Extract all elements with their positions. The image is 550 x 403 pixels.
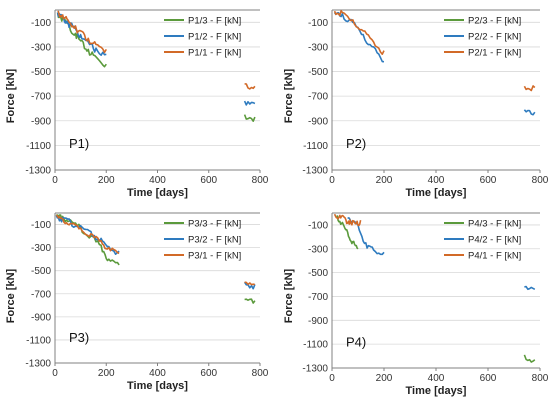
x-tick-label: 800 (252, 368, 269, 379)
legend-entry: P3/1 - F [kN] (188, 251, 241, 262)
series-line-2 (55, 215, 120, 255)
y-tick-label: -500 (31, 266, 51, 277)
panel-label: P3) (69, 330, 89, 345)
x-tick-label: 600 (200, 368, 217, 379)
x-tick-label: 400 (149, 175, 166, 186)
x-tick-label: 800 (252, 175, 269, 186)
series-line-3 (333, 10, 385, 55)
series-line-3 (333, 213, 362, 227)
legend-entry: P3/2 - F [kN] (188, 235, 241, 246)
x-tick-label: 600 (480, 373, 497, 384)
y-tick-label: -700 (31, 92, 51, 103)
y-tick-label: -1300 (25, 166, 51, 177)
y-tick-label: -300 (308, 244, 328, 255)
legend-entry: P3/3 - F [kN] (188, 219, 241, 230)
panel-label: P4) (346, 335, 366, 350)
y-tick-label: -500 (31, 67, 51, 78)
y-tick-label: -100 (31, 220, 51, 231)
panel-label: P2) (346, 136, 366, 151)
y-tick-label: -1300 (302, 364, 328, 375)
y-tick-label: -500 (308, 268, 328, 279)
legend-entry: P4/1 - F [kN] (468, 251, 521, 262)
y-tick-label: -500 (308, 67, 328, 78)
x-tick-label: 200 (98, 175, 115, 186)
y-axis-label: Force [kN] (5, 68, 17, 123)
y-axis-label: Force [kN] (283, 268, 295, 323)
y-tick-label: -900 (308, 316, 328, 327)
legend-entry: P2/2 - F [kN] (468, 32, 521, 43)
y-tick-label: -100 (308, 220, 328, 231)
x-tick-label: 400 (428, 175, 445, 186)
series-line-1 (523, 354, 536, 363)
x-tick-label: 0 (52, 368, 58, 379)
x-tick-label: 600 (200, 175, 217, 186)
series-line-1 (244, 298, 256, 304)
y-tick-label: -300 (31, 42, 51, 53)
series-line-2 (524, 285, 536, 291)
y-tick-label: -700 (31, 289, 51, 300)
y-tick-label: -100 (308, 18, 328, 29)
x-tick-label: 200 (376, 175, 393, 186)
y-tick-label: -900 (31, 116, 51, 127)
legend-entry: P4/2 - F [kN] (468, 235, 521, 246)
x-axis-label: Time [days] (127, 380, 188, 392)
panel-label: P1) (69, 136, 89, 151)
x-tick-label: 800 (532, 373, 549, 384)
y-tick-label: -1100 (26, 335, 51, 346)
x-tick-label: 800 (532, 175, 549, 186)
x-axis-label: Time [days] (406, 385, 467, 397)
series-line-3 (57, 10, 107, 54)
y-axis-label: Force [kN] (5, 268, 17, 323)
legend-entry: P2/3 - F [kN] (468, 16, 521, 27)
legend-entry: P2/1 - F [kN] (468, 48, 521, 59)
x-axis-label: Time [days] (406, 187, 467, 199)
x-tick-label: 200 (98, 368, 115, 379)
legend-entry: P4/3 - F [kN] (468, 219, 521, 230)
series-line-3 (523, 85, 536, 92)
y-tick-label: -900 (31, 312, 51, 323)
y-tick-label: -300 (308, 42, 328, 53)
y-tick-label: -300 (31, 243, 51, 254)
series-line-2 (523, 109, 536, 116)
x-axis-label: Time [days] (127, 187, 188, 199)
series-line-3 (56, 214, 120, 255)
y-tick-label: -900 (308, 116, 328, 127)
series-line-2 (243, 100, 256, 106)
y-tick-label: -1100 (26, 141, 51, 152)
y-tick-label: -1100 (303, 141, 328, 152)
x-tick-label: 0 (329, 373, 335, 384)
x-tick-label: 400 (149, 368, 166, 379)
legend-entry: P1/2 - F [kN] (188, 32, 241, 43)
series-line-1 (243, 114, 256, 122)
y-tick-label: -700 (308, 292, 328, 303)
y-axis-label: Force [kN] (283, 68, 295, 123)
x-tick-label: 600 (480, 175, 497, 186)
series-line-3 (244, 83, 256, 90)
legend-entry: P1/1 - F [kN] (188, 48, 241, 59)
x-tick-label: 200 (376, 373, 393, 384)
series-line-2 (243, 281, 256, 290)
y-tick-label: -1100 (303, 340, 328, 351)
y-tick-label: -1300 (25, 359, 51, 370)
x-tick-label: 400 (428, 373, 445, 384)
series-line-2 (333, 12, 385, 63)
x-tick-label: 0 (329, 175, 335, 186)
series-line-3 (244, 281, 256, 286)
y-tick-label: -1300 (302, 166, 328, 177)
y-tick-label: -700 (308, 92, 328, 103)
x-tick-label: 0 (52, 175, 58, 186)
y-tick-label: -100 (31, 18, 51, 29)
legend-entry: P1/3 - F [kN] (188, 16, 241, 27)
series-line-1 (336, 215, 359, 250)
